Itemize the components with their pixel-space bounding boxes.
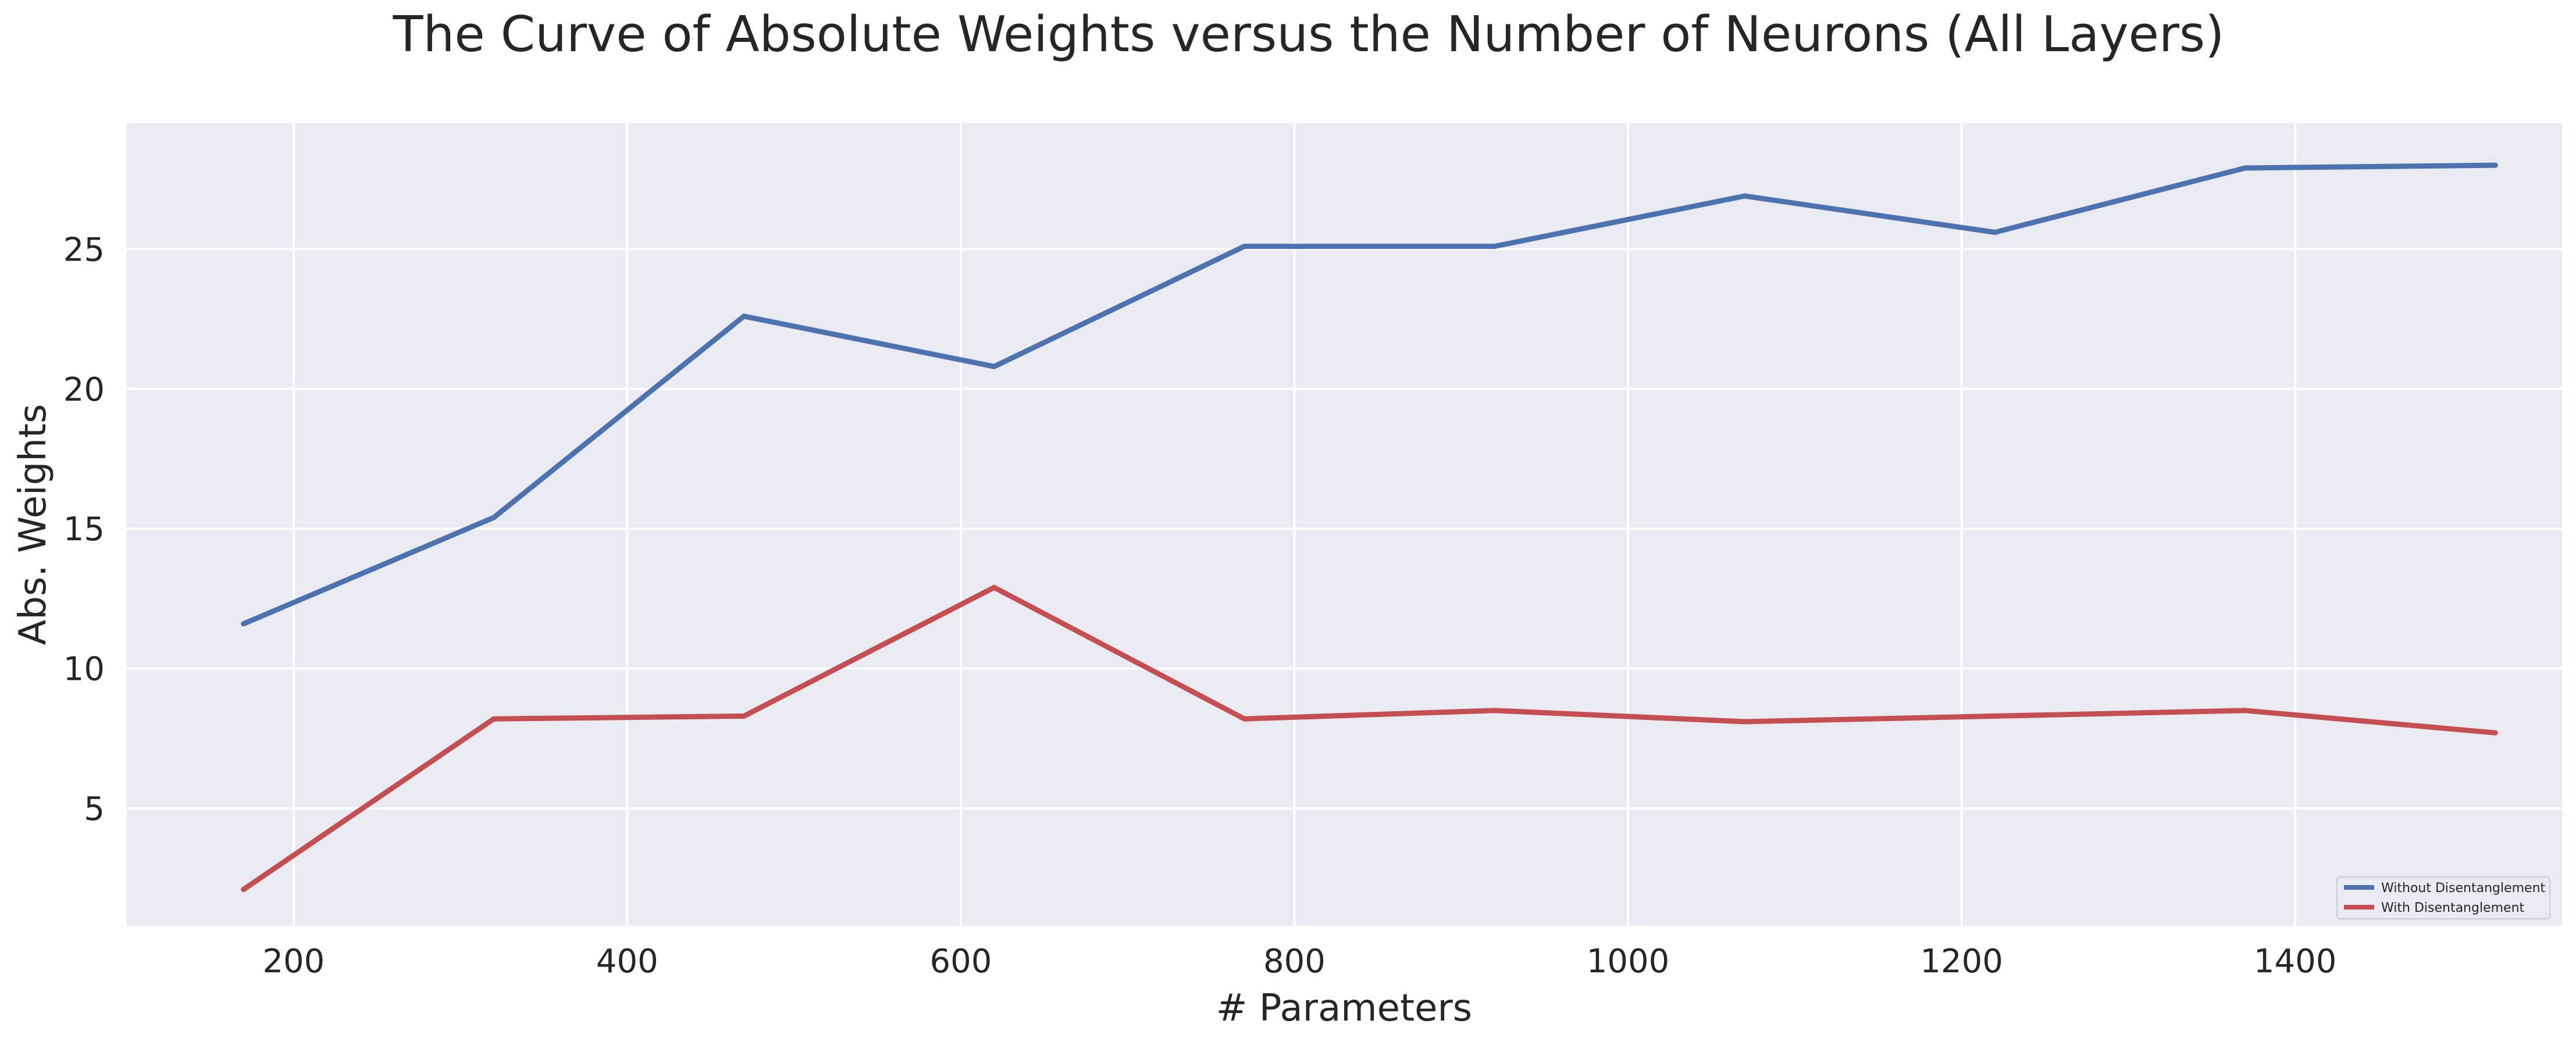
x-axis-ticks: 200 400 600 800 1000 1200 1400: [262, 943, 2336, 980]
x-tick-label: 800: [1263, 943, 1326, 980]
legend: Without Disentanglement With Disentanglem…: [2336, 876, 2550, 919]
y-tick-label: 15: [63, 511, 105, 548]
x-tick-label: 200: [262, 943, 325, 980]
x-tick-label: 600: [929, 943, 992, 980]
y-tick-label: 10: [63, 651, 105, 689]
x-tick-label: 1200: [1920, 943, 2003, 980]
y-axis-label: Abs. Weights: [12, 404, 55, 645]
legend-label: Without Disentanglement: [2381, 881, 2546, 896]
grid-lines: [127, 123, 2562, 926]
series-line-1: [241, 162, 2498, 627]
y-tick-label: 25: [63, 231, 105, 269]
legend-box: [2336, 876, 2550, 919]
x-tick-label: 1000: [1587, 943, 1670, 980]
legend-label: With Disentanglement: [2381, 901, 2525, 915]
x-axis-label: # Parameters: [1216, 987, 1472, 1030]
x-tick-label: 1400: [2254, 943, 2337, 980]
y-tick-label: 20: [63, 371, 105, 409]
y-tick-label: 5: [84, 790, 105, 828]
plot-area: [127, 123, 2562, 926]
y-axis-ticks: 5 10 15 20 25: [63, 231, 105, 828]
chart-title: The Curve of Absolute Weights versus the…: [393, 6, 2225, 63]
series-line-2: [241, 584, 2498, 892]
series-lines: [241, 162, 2498, 892]
x-tick-label: 400: [596, 943, 658, 980]
